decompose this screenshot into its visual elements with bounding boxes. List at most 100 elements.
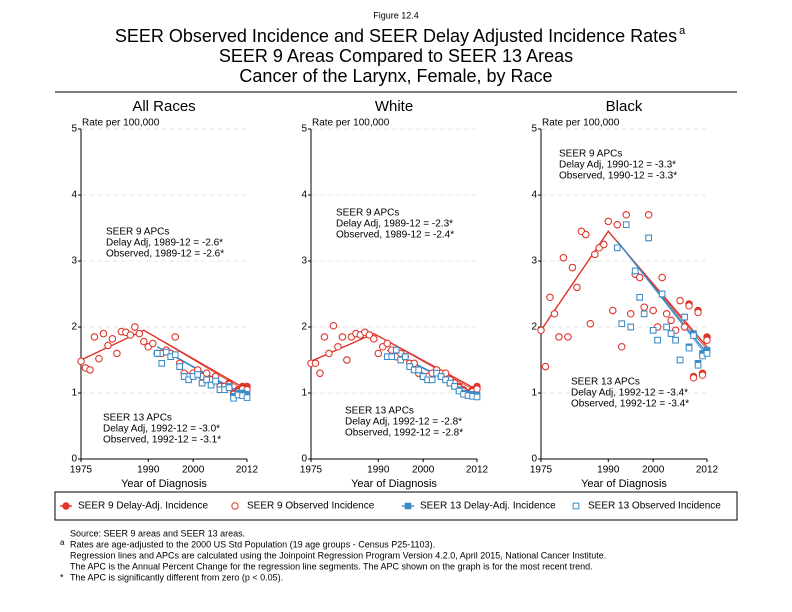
marker xyxy=(329,321,338,330)
y-tick-label: 1 xyxy=(531,388,537,399)
marker xyxy=(636,273,644,282)
title: SEER Observed Incidence and SEER Delay A… xyxy=(115,26,677,46)
marker xyxy=(320,333,329,341)
x-tick-label: 1990 xyxy=(367,465,390,476)
y-tick-label: 4 xyxy=(301,190,307,201)
marker xyxy=(676,356,684,364)
marker xyxy=(473,393,481,401)
marker xyxy=(685,344,693,352)
y-tick-label: 2 xyxy=(531,322,537,333)
panel-title: White xyxy=(375,98,413,115)
marker xyxy=(126,331,135,339)
marker xyxy=(86,366,94,374)
marker xyxy=(202,369,211,377)
marker xyxy=(694,361,702,369)
marker xyxy=(613,221,621,229)
marker xyxy=(541,362,550,371)
y-tick-label: 0 xyxy=(301,454,307,465)
panel-title: Black xyxy=(606,98,643,115)
marker xyxy=(622,221,630,228)
annotation: SEER 9 APCs xyxy=(106,227,169,238)
marker xyxy=(406,363,414,370)
x-tick-label: 2000 xyxy=(182,465,205,476)
marker xyxy=(343,356,351,364)
marker xyxy=(694,308,702,317)
panel-title: All Races xyxy=(132,98,195,115)
marker xyxy=(537,326,545,334)
y-tick-label: 0 xyxy=(71,454,77,465)
marker xyxy=(230,394,237,402)
legend-label: SEER 9 Observed Incidence xyxy=(247,501,375,512)
marker xyxy=(374,349,382,358)
y-tick-label: 1 xyxy=(71,388,77,399)
marker xyxy=(631,267,639,275)
marker xyxy=(311,359,320,367)
annotation: SEER 13 APCs xyxy=(345,406,414,417)
subtitle: Cancer of the Larynx, Female, by Race xyxy=(239,66,552,86)
marker xyxy=(586,320,595,328)
marker xyxy=(663,323,670,331)
marker xyxy=(334,343,342,351)
annotation: SEER 9 APCs xyxy=(559,149,622,160)
annotation: Observed, 1989-12 = -2.6* xyxy=(106,249,224,260)
regression-line xyxy=(80,329,248,393)
legend-label: SEER 13 Delay-Adj. Incidence xyxy=(420,501,556,512)
annotation: SEER 9 APCs xyxy=(336,208,399,219)
annotation: SEER 13 APCs xyxy=(571,377,640,388)
x-tick-label: 2012 xyxy=(236,465,259,476)
y-axis-label: Rate per 100,000 xyxy=(542,118,620,129)
annotation: Observed, 1992-12 = -2.8* xyxy=(345,428,463,439)
marker xyxy=(676,296,684,305)
marker xyxy=(703,350,711,357)
footnote: Source: SEER 9 areas and SEER 13 areas. xyxy=(70,528,245,538)
x-axis-label: Year of Diagnosis xyxy=(581,478,667,490)
marker xyxy=(572,502,580,510)
legend-label: SEER 13 Observed Incidence xyxy=(588,501,721,512)
marker xyxy=(564,333,572,341)
marker xyxy=(703,336,711,344)
marker xyxy=(404,502,412,510)
marker xyxy=(640,303,648,311)
y-tick-label: 0 xyxy=(531,454,537,465)
annotation: Observed, 1992-12 = -3.1* xyxy=(103,435,221,446)
marker xyxy=(203,376,210,384)
marker xyxy=(451,383,458,390)
marker xyxy=(644,211,653,219)
marker xyxy=(149,339,157,348)
marker xyxy=(604,217,612,226)
marker xyxy=(689,374,698,382)
marker xyxy=(636,294,644,301)
annotation: Delay Adj, 1989-12 = -2.3* xyxy=(336,219,453,230)
marker xyxy=(649,306,657,315)
marker xyxy=(135,329,144,338)
x-tick-label: 1990 xyxy=(597,465,620,476)
annotation: Delay Adj, 1992-12 = -2.8* xyxy=(345,417,462,428)
marker xyxy=(338,333,347,341)
y-tick-label: 3 xyxy=(71,256,77,267)
subtitle: SEER 9 Areas Compared to SEER 13 Areas xyxy=(219,46,573,66)
regression-line xyxy=(540,230,708,350)
marker xyxy=(591,250,599,259)
marker xyxy=(392,346,400,354)
marker xyxy=(90,333,99,341)
marker xyxy=(672,336,679,344)
y-tick-label: 2 xyxy=(301,322,307,333)
marker xyxy=(231,502,239,510)
marker xyxy=(162,348,170,356)
x-tick-label: 2012 xyxy=(466,465,489,476)
marker xyxy=(550,310,559,318)
y-tick-label: 5 xyxy=(301,124,307,135)
marker xyxy=(212,377,219,385)
annotation: Observed, 1990-12 = -3.3* xyxy=(559,171,677,182)
marker xyxy=(388,353,396,360)
legend-box xyxy=(54,491,738,521)
marker xyxy=(559,254,568,262)
marker xyxy=(600,240,608,249)
marker xyxy=(153,350,161,357)
annotation: SEER 13 APCs xyxy=(103,413,172,424)
marker xyxy=(171,333,179,341)
marker xyxy=(113,349,121,358)
annotation: Delay Adj, 1989-12 = -2.6* xyxy=(106,238,223,249)
marker xyxy=(158,360,166,367)
